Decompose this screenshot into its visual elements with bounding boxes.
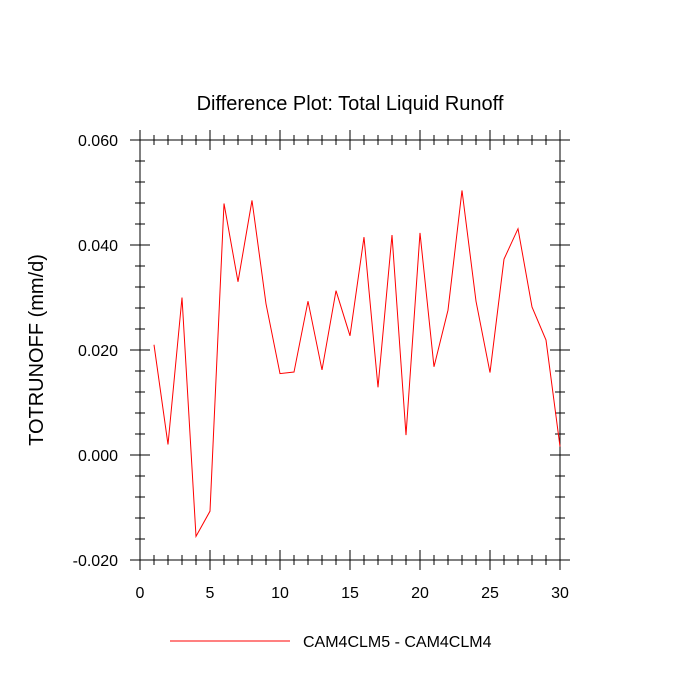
x-tick-label: 25 <box>481 585 499 602</box>
y-tick-label: 0.000 <box>78 448 118 465</box>
axes: -0.020 0.000 0.020 0.040 0.060 0 5 10 15 20 25 30 <box>73 130 570 602</box>
x-tick-label: 0 <box>136 585 145 602</box>
series-layer <box>153 190 561 539</box>
y-tick-label: 0.040 <box>78 238 118 255</box>
x-tick-label: 5 <box>206 585 215 602</box>
y-tick-label: -0.020 <box>73 553 118 570</box>
x-tick-label: 15 <box>341 585 359 602</box>
legend: CAM4CLM5 - CAM4CLM4 <box>170 634 492 651</box>
series-line <box>153 190 561 539</box>
plot-frame <box>139 139 561 561</box>
x-tick-label: 10 <box>271 585 289 602</box>
y-tick-label: 0.020 <box>78 343 118 360</box>
legend-label: CAM4CLM5 - CAM4CLM4 <box>303 634 492 651</box>
x-tick-label: 20 <box>411 585 429 602</box>
chart-title: Difference Plot: Total Liquid Runoff <box>197 93 504 115</box>
y-axis-label: TOTRUNOFF (mm/d) <box>26 254 48 446</box>
x-tick-label: 30 <box>551 585 569 602</box>
y-tick-label: 0.060 <box>78 133 118 150</box>
